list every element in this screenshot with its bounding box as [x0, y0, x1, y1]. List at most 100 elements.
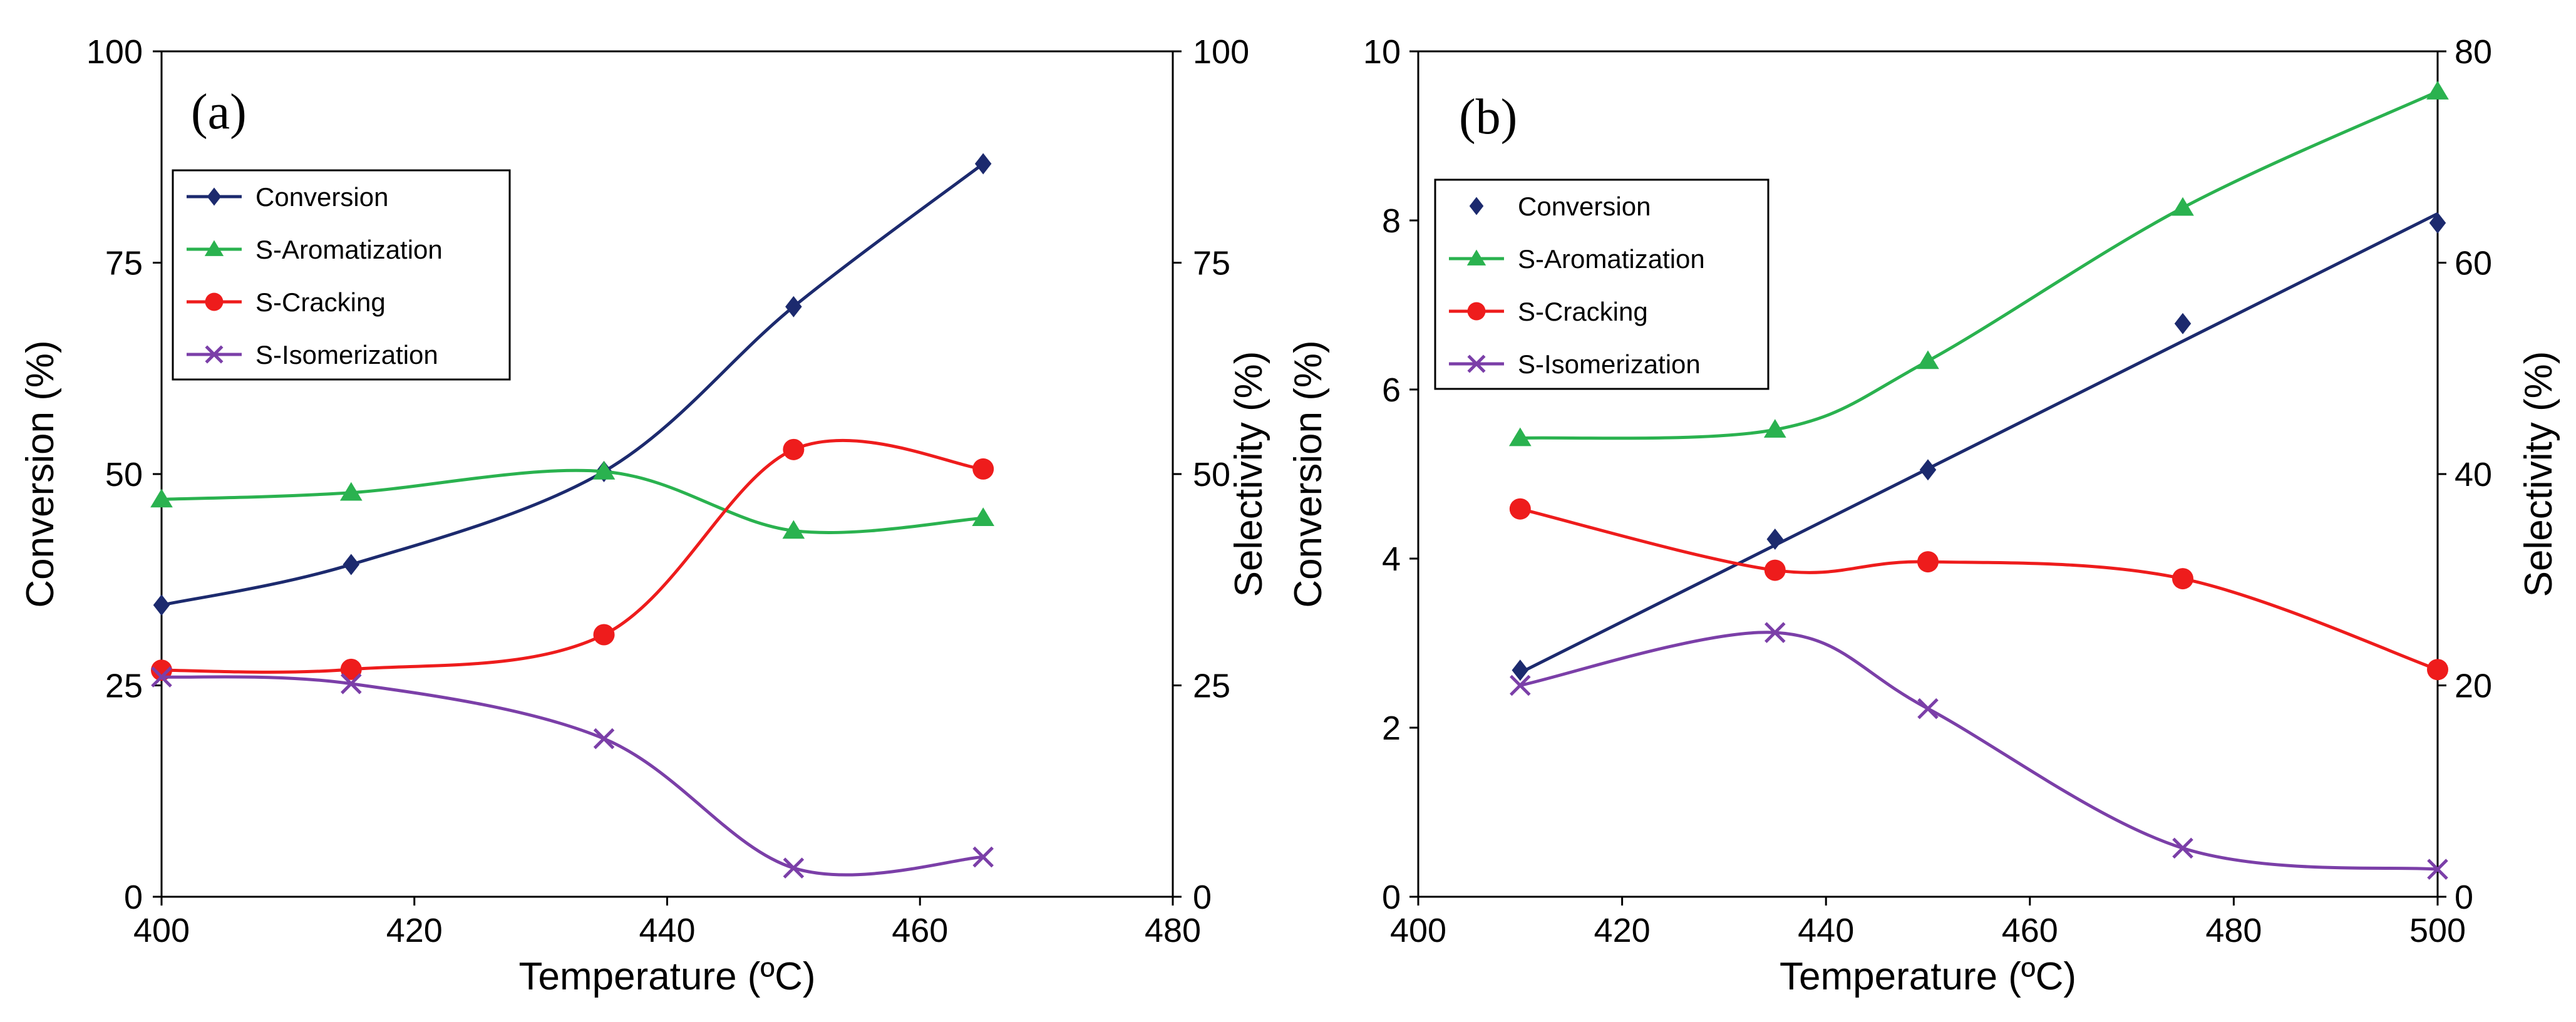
- panel-b-point-cracking: [1509, 498, 1531, 520]
- panel-b-point-cracking: [1917, 551, 1939, 573]
- panel-a-point-aromatization: [592, 460, 616, 480]
- panel-b-series-aromatization: [1508, 81, 2449, 446]
- panel-b-legend-label-cracking: S-Cracking: [1518, 297, 1648, 326]
- panel-a-point-aromatization: [972, 507, 995, 526]
- panel-b-y2-tick-label: 40: [2455, 456, 2492, 493]
- panel-b-y-tick-label: 6: [1382, 371, 1401, 409]
- panel-b-point-conversion: [2429, 212, 2446, 234]
- panel-a-point-isomerization: [783, 857, 805, 879]
- panel-b-point-cracking: [2172, 568, 2193, 590]
- panel-b-y2-tick-label: 80: [2455, 33, 2492, 71]
- panel-a-series-aromatization: [150, 460, 995, 539]
- panel-b-x-tick-label: 420: [1594, 912, 1651, 949]
- panel-a-point-aromatization: [150, 488, 173, 508]
- panel-b-x-tick-label: 500: [2409, 912, 2466, 949]
- panel-a-y2-tick-label: 75: [1193, 245, 1230, 282]
- panel-a-y-tick-label: 25: [105, 668, 143, 705]
- panel-b-legend-label-isomerization: S-Isomerization: [1518, 349, 1701, 379]
- panel-a-legend-marker-cracking: [205, 292, 224, 311]
- panel-a-legend-marker-isomerization: [205, 345, 224, 364]
- panel-b-y-tick-label: 0: [1382, 879, 1401, 916]
- panel-a-legend-label-aromatization: S-Aromatization: [255, 235, 443, 264]
- panel-a-x-tick-label: 480: [1145, 912, 1201, 949]
- panel-a-point-conversion: [785, 296, 802, 317]
- panel-a-point-aromatization: [782, 520, 805, 539]
- panel-b-point-cracking: [2427, 659, 2448, 681]
- panel-b-legend-label-aromatization: S-Aromatization: [1518, 244, 1705, 274]
- panel-b-x-tick-label: 480: [2205, 912, 2262, 949]
- panel-b-trendline-conversion: [1519, 212, 2439, 674]
- panel-a-line-isomerization: [161, 675, 984, 877]
- panel-a-legend-label-isomerization: S-Isomerization: [255, 340, 438, 369]
- panel-b-point-conversion: [2174, 312, 2192, 334]
- panel-a-x-tick-label: 460: [892, 912, 948, 949]
- panel-a-point-cracking: [593, 624, 615, 646]
- panel-b-legend-marker-cracking: [1467, 302, 1486, 321]
- panel-a-y-tick-label: 75: [105, 245, 143, 282]
- panel-b-point-isomerization: [1917, 698, 1939, 720]
- panel-b-x-tick-label: 400: [1390, 912, 1446, 949]
- panel-b-point-conversion: [1919, 459, 1937, 481]
- panel-a-x-axis-title: Temperature (ºC): [519, 955, 816, 998]
- panel-b-legend-marker-conversion: [1469, 197, 1484, 215]
- panel-a-point-cracking: [783, 438, 805, 460]
- panel-b-point-isomerization: [1510, 674, 1531, 696]
- panel-b-point-aromatization: [1917, 350, 1939, 369]
- panel-b-y-tick-label: 2: [1382, 710, 1401, 747]
- panel-b-point-aromatization: [2426, 81, 2449, 100]
- panel-a-y-axis-title: Conversion (%): [19, 340, 62, 607]
- panel-b-legend-label-conversion: Conversion: [1518, 192, 1651, 221]
- panel-b-y-axis-title: Conversion (%): [1287, 340, 1330, 607]
- panel-b-point-isomerization: [2427, 859, 2448, 880]
- panel-b-y-tick-label: 4: [1382, 540, 1401, 578]
- panel-a-y-tick-label: 0: [124, 879, 143, 916]
- panel-b-x-tick-label: 460: [2002, 912, 2058, 949]
- panel-a-label: (a): [191, 85, 247, 140]
- panel-b-y-tick-label: 8: [1382, 202, 1401, 240]
- panel-b-y2-axis-title: Selectivity (%): [2517, 351, 2560, 597]
- panel-a: 400 420 440 460 48002550751000255075100Tempe…: [19, 33, 1270, 998]
- panel-a-y2-tick-label: 25: [1193, 668, 1230, 705]
- panel-b-point-conversion: [1766, 528, 1784, 550]
- panel-b-line-isomerization: [1520, 631, 2438, 871]
- panel-a-point-cracking: [340, 658, 362, 680]
- panel-a-y2-tick-label: 0: [1193, 879, 1212, 916]
- panel-a-x-tick-label: 400: [133, 912, 190, 949]
- panel-b-y2-tick-label: 20: [2455, 668, 2492, 705]
- panel-a-point-conversion: [343, 554, 360, 576]
- panel-a-y2-tick-label: 100: [1193, 33, 1249, 71]
- panel-b-point-cracking: [1764, 559, 1786, 581]
- panel-a-legend-box: [172, 169, 511, 381]
- panel-a-point-conversion: [974, 153, 992, 175]
- panel-b-y2-tick-label: 0: [2455, 879, 2473, 916]
- panel-a-series-isomerization: [151, 666, 994, 879]
- panel-b-point-aromatization: [1508, 427, 1532, 446]
- panel-a-legend-marker-aromatization: [204, 240, 224, 256]
- panel-a-legend-label-conversion: Conversion: [255, 182, 388, 212]
- panel-b-point-isomerization: [2172, 837, 2193, 859]
- panel-b-point-aromatization: [2172, 197, 2194, 216]
- panel-a-legend-marker-conversion: [207, 187, 222, 206]
- panel-b-legend-marker-aromatization: [1466, 249, 1486, 266]
- panel-b-x-tick-label: 440: [1798, 912, 1854, 949]
- panel-b-series-cracking: [1509, 498, 2448, 681]
- panel-a-point-isomerization: [972, 846, 994, 868]
- panel-b-legend-marker-isomerization: [1467, 354, 1486, 373]
- panel-b-point-aromatization: [1763, 419, 1786, 438]
- panel-b-point-conversion: [1512, 659, 1529, 681]
- panel-b-series-isomerization: [1510, 622, 2448, 880]
- panel-a-y2-tick-label: 50: [1193, 456, 1230, 493]
- panel-b: 400 420 440 460 480 5000246810020406080Temper…: [1287, 33, 2560, 998]
- panel-b-line-aromatization: [1520, 90, 2439, 440]
- panel-b-line-cracking: [1520, 507, 2438, 671]
- panel-b-y2-tick-label: 60: [2455, 245, 2492, 282]
- panel-b-legend-box: [1434, 178, 1770, 390]
- panel-a-point-isomerization: [593, 728, 615, 750]
- panel-a-line-aromatization: [161, 468, 984, 534]
- panel-a-legend-label-cracking: S-Cracking: [255, 287, 386, 317]
- panel-a-y-tick-label: 50: [105, 456, 143, 493]
- panel-b-label: (b): [1459, 90, 1517, 145]
- panel-b-series-conversion: [1512, 212, 2446, 681]
- panel-a-x-tick-label: 440: [639, 912, 695, 949]
